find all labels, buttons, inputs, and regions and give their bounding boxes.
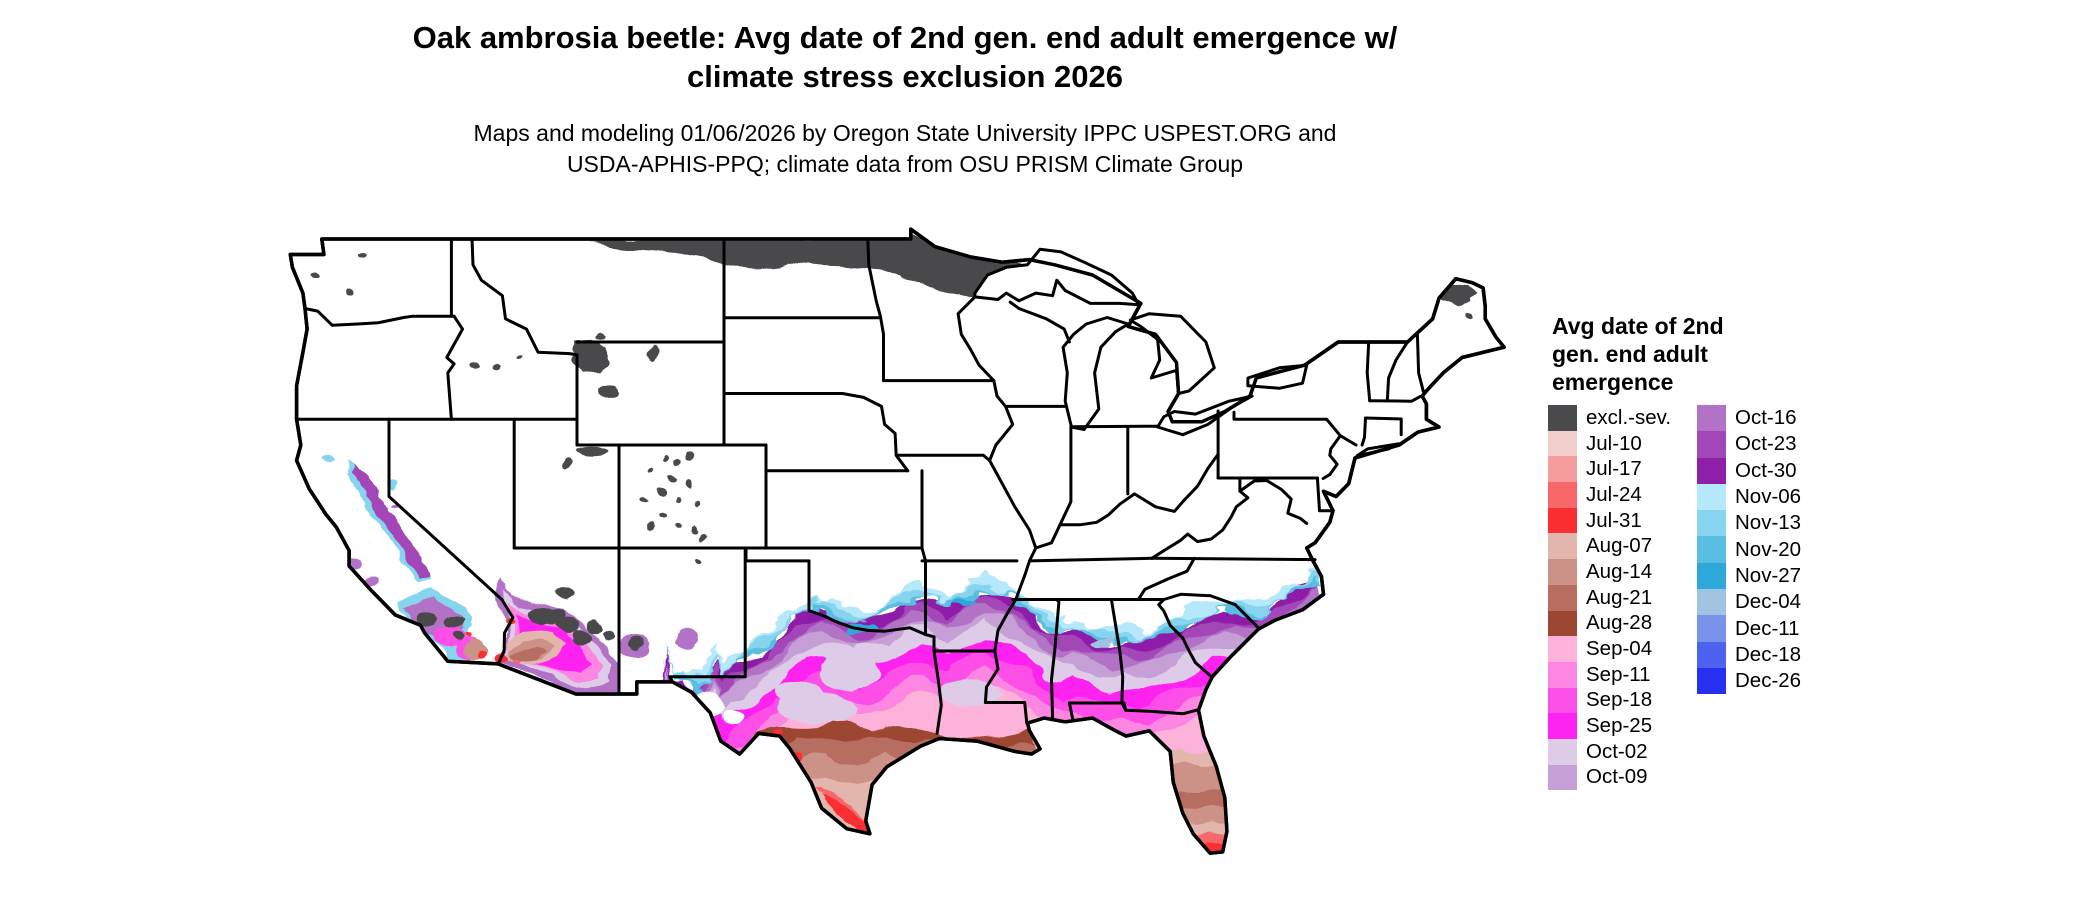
legend-swatch-oct02 bbox=[1548, 738, 1577, 765]
legend-swatch-dec11 bbox=[1697, 615, 1726, 642]
legend-entry-jul24: Jul-24 bbox=[1548, 482, 1671, 508]
legend-entry-sep04: Sep-04 bbox=[1548, 636, 1671, 662]
legend-swatch-nov13 bbox=[1697, 510, 1726, 537]
legend-entry-nov06: Nov-06 bbox=[1697, 483, 1802, 511]
legend-entry-aug14: Aug-14 bbox=[1548, 559, 1671, 585]
legend-entry-dec26: Dec-26 bbox=[1697, 667, 1802, 695]
legend-label-jul10: Jul-10 bbox=[1586, 431, 1642, 455]
legend-label-nov06: Nov-06 bbox=[1735, 485, 1802, 509]
legend-swatch-aug28 bbox=[1548, 610, 1577, 637]
legend-swatch-sep11 bbox=[1548, 661, 1577, 688]
legend-entry-dec18: Dec-18 bbox=[1697, 641, 1802, 668]
legend-entry-jul10: Jul-10 bbox=[1548, 430, 1671, 457]
legend-swatch-sep18 bbox=[1548, 687, 1577, 714]
legend-label-aug07: Aug-07 bbox=[1586, 534, 1653, 558]
legend-column-2: Oct-16 Oct-23 Oct-30 Nov-06 Nov-13 Nov-20 Nov-… bbox=[1697, 405, 1802, 695]
legend-label-sep04: Sep-04 bbox=[1586, 637, 1653, 661]
legend-title-line2: gen. end adult bbox=[1552, 341, 1708, 367]
legend-swatch-sep04 bbox=[1548, 636, 1577, 662]
legend-entry-oct09: Oct-09 bbox=[1548, 764, 1671, 791]
legend-label-excl: excl.-sev. bbox=[1586, 405, 1672, 429]
legend-swatch-nov20 bbox=[1697, 536, 1726, 563]
legend-entry-sep18: Sep-18 bbox=[1548, 687, 1671, 714]
legend-swatch-dec18 bbox=[1697, 641, 1726, 668]
legend-swatch-jul17 bbox=[1548, 456, 1577, 483]
legend-label-nov13: Nov-13 bbox=[1735, 511, 1802, 535]
legend-entry-aug07: Aug-07 bbox=[1548, 533, 1671, 560]
legend-entry-nov20: Nov-20 bbox=[1697, 536, 1802, 563]
legend-swatch-oct23 bbox=[1697, 431, 1726, 458]
legend-swatch-sep25 bbox=[1548, 713, 1577, 739]
legend-entry-excl: excl.-sev. bbox=[1548, 405, 1671, 431]
legend-label-dec18: Dec-18 bbox=[1735, 642, 1802, 666]
legend-entry-oct23: Oct-23 bbox=[1697, 431, 1801, 458]
legend-entry-sep25: Sep-25 bbox=[1548, 713, 1671, 739]
legend-label-oct30: Oct-30 bbox=[1735, 458, 1797, 482]
legend-label-oct09: Oct-09 bbox=[1586, 765, 1648, 789]
map-subtitle-line1: Maps and modeling 01/06/2026 by Oregon S… bbox=[473, 120, 1337, 146]
legend-title-line3: emergence bbox=[1552, 369, 1674, 395]
legend-swatch-oct16 bbox=[1697, 405, 1726, 432]
legend-swatch-oct30 bbox=[1697, 457, 1726, 484]
legend-label-oct23: Oct-23 bbox=[1735, 432, 1797, 456]
subtitle-block: Maps and modeling 01/06/2026 by Oregon S… bbox=[55, 118, 1755, 180]
legend-swatch-oct09 bbox=[1548, 764, 1577, 791]
legend-entry-dec04: Dec-04 bbox=[1697, 589, 1802, 616]
legend-label-nov20: Nov-20 bbox=[1735, 537, 1802, 561]
legend-swatch-aug14 bbox=[1548, 559, 1577, 585]
legend-swatch-aug21 bbox=[1548, 584, 1577, 611]
legend-label-jul31: Jul-31 bbox=[1586, 508, 1642, 532]
legend-swatch-jul10 bbox=[1548, 430, 1577, 457]
legend-swatch-jul31 bbox=[1548, 507, 1577, 534]
legend-entry-nov27: Nov-27 bbox=[1697, 562, 1802, 590]
map-title-line1: Oak ambrosia beetle: Avg date of 2nd gen… bbox=[412, 20, 1398, 55]
legend-swatch-nov06 bbox=[1697, 483, 1726, 511]
legend-label-oct02: Oct-02 bbox=[1586, 739, 1648, 763]
legend-label-nov27: Nov-27 bbox=[1735, 563, 1802, 587]
legend-label-dec26: Dec-26 bbox=[1735, 669, 1802, 693]
legend-entry-oct16: Oct-16 bbox=[1697, 405, 1801, 432]
legend-label-aug14: Aug-14 bbox=[1586, 559, 1653, 583]
legend-entry-aug21: Aug-21 bbox=[1548, 584, 1671, 611]
legend-title-line1: Avg date of 2nd bbox=[1552, 313, 1724, 339]
legend-swatch-aug07 bbox=[1548, 533, 1577, 560]
legend-entry-dec11: Dec-11 bbox=[1697, 615, 1801, 642]
legend-label-oct16: Oct-16 bbox=[1735, 406, 1797, 430]
legend-swatch-jul24 bbox=[1548, 482, 1577, 508]
legend-swatch-excl bbox=[1548, 405, 1577, 431]
legend-label-sep11: Sep-11 bbox=[1586, 662, 1651, 686]
legend-label-jul17: Jul-17 bbox=[1586, 457, 1642, 481]
legend-entry-aug28: Aug-28 bbox=[1548, 610, 1671, 637]
legend-entry-oct30: Oct-30 bbox=[1697, 457, 1801, 484]
legend-entry-jul31: Jul-31 bbox=[1548, 507, 1671, 534]
legend-label-aug21: Aug-21 bbox=[1586, 585, 1653, 609]
legend-label-sep25: Sep-25 bbox=[1586, 714, 1653, 738]
legend-label-dec11: Dec-11 bbox=[1735, 616, 1800, 640]
legend-label-aug28: Aug-28 bbox=[1586, 611, 1653, 635]
title-block: Oak ambrosia beetle: Avg date of 2nd gen… bbox=[55, 18, 1755, 96]
legend-entry-nov13: Nov-13 bbox=[1697, 510, 1802, 537]
legend-swatch-dec26 bbox=[1697, 667, 1726, 695]
legend-label-jul24: Jul-24 bbox=[1586, 482, 1642, 506]
legend-label-sep18: Sep-18 bbox=[1586, 688, 1653, 712]
map-subtitle-line2: USDA-APHIS-PPQ; climate data from OSU PR… bbox=[566, 151, 1244, 177]
legend-column-1: excl.-sev. Jul-10 Jul-17 Jul-24 Jul-31 Aug-07… bbox=[1548, 405, 1671, 791]
legend-title: Avg date of 2nd gen. end adult emergence bbox=[1552, 312, 1832, 396]
legend-swatch-dec04 bbox=[1697, 589, 1726, 616]
legend-entry-sep11: Sep-11 bbox=[1548, 661, 1671, 688]
legend-label-dec04: Dec-04 bbox=[1735, 590, 1802, 614]
legend-entry-jul17: Jul-17 bbox=[1548, 456, 1671, 483]
legend-entry-oct02: Oct-02 bbox=[1548, 738, 1671, 765]
map-title-line2: climate stress exclusion 2026 bbox=[687, 59, 1123, 94]
legend-swatch-nov27 bbox=[1697, 562, 1726, 590]
